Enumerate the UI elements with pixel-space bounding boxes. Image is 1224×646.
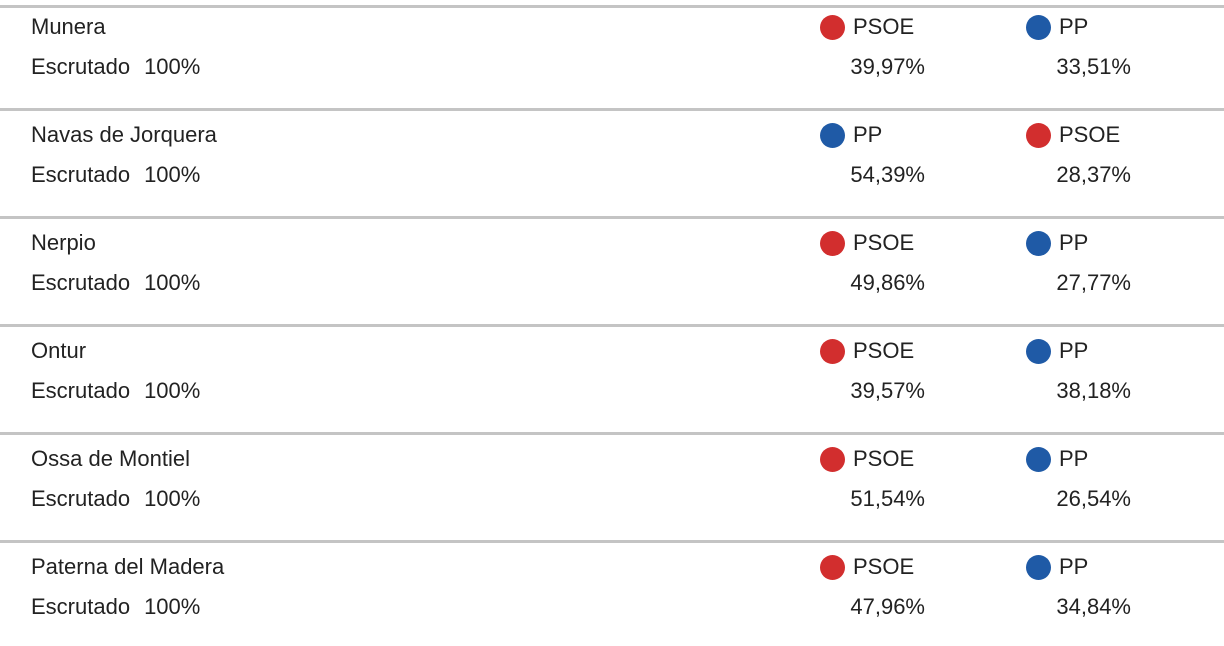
result-row[interactable]: Paterna del Madera Escrutado 100% PSOE PP… — [0, 543, 1224, 646]
municipality-name: Navas de Jorquera — [31, 122, 217, 147]
status-label: Escrutado — [31, 486, 131, 511]
party-share: 39,97% — [850, 54, 925, 79]
municipality-name: Munera — [31, 14, 106, 39]
party-color-dot-icon — [1026, 230, 1051, 256]
scrutiny-percent: 100% — [144, 54, 201, 79]
party-share: 38,18% — [1056, 378, 1131, 403]
scrutiny-status: Escrutado 100% — [31, 269, 200, 297]
party-name: PSOE — [853, 14, 915, 39]
result-row[interactable]: Ontur Escrutado 100% PSOE PP 39,57% 38,18… — [0, 327, 1224, 435]
party-color-dot-icon — [1026, 446, 1051, 472]
party-color-dot-icon — [1026, 122, 1051, 148]
party-share: 33,51% — [1056, 54, 1131, 79]
party-first: PSOE — [820, 337, 914, 365]
party-name: PP — [1059, 230, 1089, 255]
scrutiny-status: Escrutado 100% — [31, 485, 200, 513]
scrutiny-status: Escrutado 100% — [31, 161, 200, 189]
party-color-dot-icon — [1026, 554, 1051, 580]
party-name: PP — [1059, 14, 1089, 39]
party-name: PP — [1059, 338, 1089, 363]
scrutiny-percent: 100% — [144, 162, 201, 187]
municipality-name: Nerpio — [31, 230, 96, 255]
party-second: PP — [1026, 337, 1088, 365]
party-color-dot-icon — [820, 14, 845, 40]
party-name: PSOE — [853, 338, 915, 363]
party-name: PP — [1059, 446, 1089, 471]
status-label: Escrutado — [31, 270, 131, 295]
scrutiny-percent: 100% — [144, 594, 201, 619]
party-color-dot-icon — [820, 338, 845, 364]
party-name: PSOE — [853, 446, 915, 471]
party-share: 49,86% — [850, 270, 925, 295]
party-name: PSOE — [1059, 122, 1121, 147]
divider — [0, 5, 1224, 8]
municipality-name: Ossa de Montiel — [31, 446, 190, 471]
party-second: PP — [1026, 13, 1088, 41]
party-name: PSOE — [853, 554, 915, 579]
party-color-dot-icon — [1026, 14, 1051, 40]
party-share: 34,84% — [1056, 594, 1131, 619]
status-label: Escrutado — [31, 378, 131, 403]
municipality-name: Paterna del Madera — [31, 554, 225, 579]
result-row[interactable]: Ossa de Montiel Escrutado 100% PSOE PP 51… — [0, 435, 1224, 543]
party-share: 54,39% — [850, 162, 925, 187]
party-first: PSOE — [820, 229, 914, 257]
scrutiny-status: Escrutado 100% — [31, 53, 200, 81]
party-second: PP — [1026, 445, 1088, 473]
scrutiny-percent: 100% — [144, 270, 201, 295]
party-first: PSOE — [820, 13, 914, 41]
party-first: PSOE — [820, 445, 914, 473]
scrutiny-percent: 100% — [144, 378, 201, 403]
party-color-dot-icon — [1026, 338, 1051, 364]
party-second: PSOE — [1026, 121, 1120, 149]
status-label: Escrutado — [31, 54, 131, 79]
status-label: Escrutado — [31, 594, 131, 619]
party-second: PP — [1026, 229, 1088, 257]
party-share: 47,96% — [850, 594, 925, 619]
party-name: PP — [853, 122, 883, 147]
party-color-dot-icon — [820, 554, 845, 580]
party-name: PSOE — [853, 230, 915, 255]
scrutiny-status: Escrutado 100% — [31, 377, 200, 405]
result-row[interactable]: Nerpio Escrutado 100% PSOE PP 49,86% 27,7… — [0, 219, 1224, 327]
party-share: 39,57% — [850, 378, 925, 403]
municipality-name: Ontur — [31, 338, 87, 363]
status-label: Escrutado — [31, 162, 131, 187]
party-first: PSOE — [820, 553, 914, 581]
result-row[interactable]: Munera Escrutado 100% PSOE PP 39,97% 33,5… — [0, 3, 1224, 111]
party-color-dot-icon — [820, 122, 845, 148]
party-share: 27,77% — [1056, 270, 1131, 295]
scrutiny-status: Escrutado 100% — [31, 593, 200, 621]
party-share: 28,37% — [1056, 162, 1131, 187]
party-color-dot-icon — [820, 446, 845, 472]
party-name: PP — [1059, 554, 1089, 579]
scrutiny-percent: 100% — [144, 486, 201, 511]
party-second: PP — [1026, 553, 1088, 581]
party-first: PP — [820, 121, 882, 149]
party-share: 26,54% — [1056, 486, 1131, 511]
party-share: 51,54% — [850, 486, 925, 511]
party-color-dot-icon — [820, 230, 845, 256]
result-row[interactable]: Navas de Jorquera Escrutado 100% PP PSOE … — [0, 111, 1224, 219]
